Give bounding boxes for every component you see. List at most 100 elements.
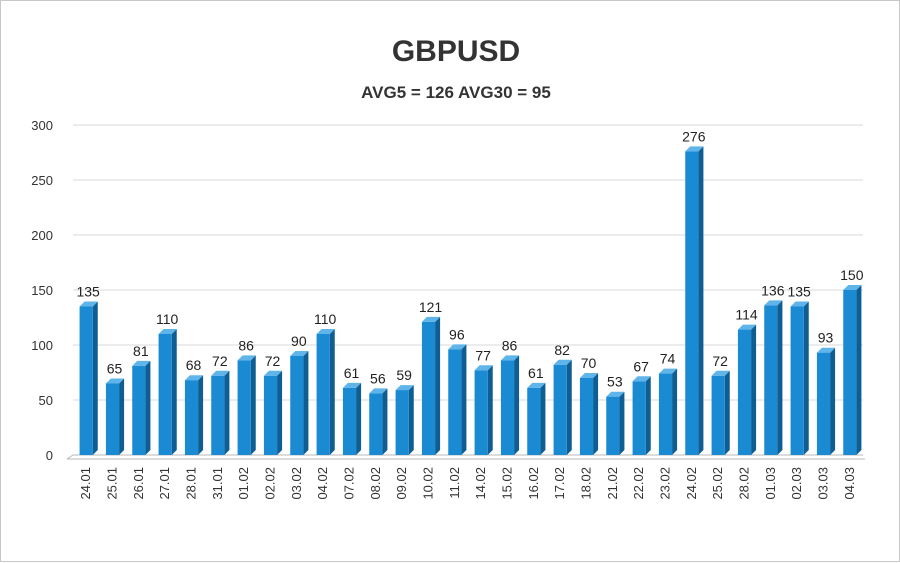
bar-side [382,388,388,455]
data-label: 61 [344,365,360,381]
bar-front [790,306,804,455]
x-tick-label: 25.02 [710,467,725,500]
data-label: 86 [502,337,518,353]
x-tick-label: 26.01 [131,467,146,500]
bar-front [685,151,699,455]
data-label: 276 [682,128,706,144]
bar-front [606,396,620,455]
bar [316,329,335,455]
bar [606,391,625,455]
bar-front [658,373,673,455]
data-label: 110 [156,311,179,327]
bar [421,316,441,455]
bar-top [737,324,757,330]
bar-top [237,355,256,361]
bar-front [579,378,594,455]
bar-front [158,334,172,455]
x-tick-label: 10.02 [421,467,436,500]
x-tick-label: 11.02 [447,467,462,499]
x-tick-label: 14.02 [473,467,488,500]
bar-top [263,370,283,376]
bar-side [171,329,177,455]
bar-side [119,378,125,455]
bar-front [843,290,857,455]
data-label: 53 [607,374,623,390]
bar [816,347,836,455]
bar-front [342,387,357,455]
bar-top [632,376,651,382]
chart-title: GBPUSD [392,35,520,68]
bar-front [448,349,462,455]
bar-front [211,375,225,455]
x-tick-label: 24.01 [78,467,93,500]
gridlines [73,124,863,456]
bar-side [356,382,362,455]
bar-top [290,351,309,356]
data-label: 59 [396,367,412,383]
bar [632,376,651,455]
data-label: 90 [291,333,307,349]
bar-top [606,391,625,397]
bar-front [421,321,436,455]
bar-top [658,368,678,374]
bar [395,385,414,455]
data-label: 72 [712,353,728,369]
bar [369,388,388,455]
bar-side [487,365,493,455]
x-tick-label: 01.02 [236,467,251,500]
axes [66,454,865,460]
bar-top [158,329,177,334]
bar-top [685,146,704,152]
bar-top [395,385,414,391]
bar-side [751,324,757,455]
data-label: 114 [735,307,758,323]
data-label: 110 [314,311,337,327]
y-tick-labels: 0 50 100 150 200 250 300 [31,118,53,463]
bar-side [672,368,678,455]
bar-top [553,359,572,365]
bar-side [435,316,441,455]
bar-side [514,355,520,455]
bar-front [263,375,278,455]
bar-side [250,355,256,455]
bar-side [698,146,704,455]
bar-top [843,285,862,290]
data-label: 135 [787,284,811,300]
bar-side [803,301,809,455]
bar [737,324,757,455]
x-tick-label: 03.02 [289,467,304,500]
x-tick-label: 04.03 [842,467,857,500]
bar [658,368,678,455]
bar [105,378,125,455]
y-tick-label: 100 [31,338,53,353]
bar-top [421,316,441,322]
y-tick-label: 300 [31,118,53,133]
data-label: 72 [265,353,281,369]
bar [79,301,98,455]
bar-front [395,390,409,455]
bar-front [316,334,330,455]
bar-top [711,370,730,376]
data-label: 77 [475,347,491,363]
x-tick-label: 03.03 [816,467,831,500]
y-tick-label: 200 [31,228,53,243]
x-tick-label: 23.02 [658,467,673,500]
bar-top [132,360,151,366]
data-label: 72 [212,353,228,369]
y-tick-label: 250 [31,173,53,188]
bar-front [553,364,567,455]
bar-side [92,301,98,455]
data-label: 136 [761,282,785,298]
bar [448,344,467,455]
bar-top [211,370,230,376]
bar-front [79,306,93,455]
bar [764,300,783,455]
bar-top [105,378,125,384]
bar [263,370,283,455]
x-tick-label: 24.02 [684,467,699,500]
bar-side [566,359,572,455]
data-label: 121 [419,299,443,315]
bar-side [830,347,836,455]
data-label: 56 [370,370,386,386]
